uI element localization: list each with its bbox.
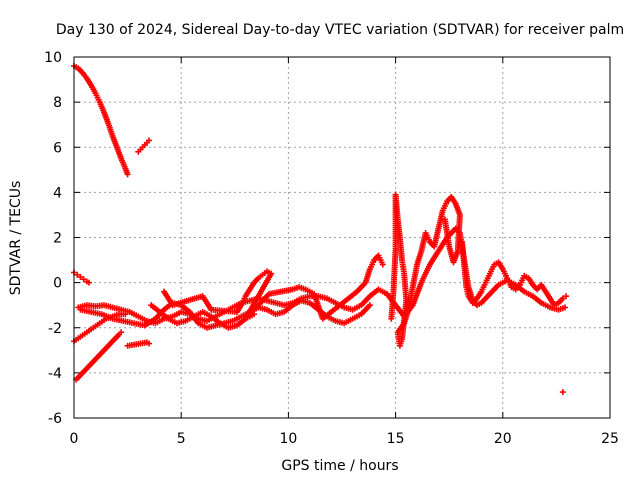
data-points: [71, 63, 570, 396]
x-tick-label: 5: [177, 431, 186, 447]
x-axis-title: GPS time / hours: [281, 458, 398, 474]
data-point: [118, 329, 125, 336]
y-tick-label: -2: [48, 321, 62, 337]
y-tick-label: -6: [48, 411, 62, 427]
data-point: [124, 171, 131, 178]
data-point: [561, 304, 568, 311]
y-tick-label: 8: [53, 95, 62, 111]
chart-title: Day 130 of 2024, Sidereal Day-to-day VTE…: [56, 22, 624, 38]
x-tick-label: 20: [494, 431, 512, 447]
y-tick-label: 4: [53, 185, 62, 201]
x-tick-labels: 0 5 10 15 20 25: [70, 431, 619, 447]
grid: [74, 57, 610, 418]
data-point: [146, 137, 153, 144]
x-tick-label: 0: [70, 431, 79, 447]
x-tick-label: 15: [387, 431, 405, 447]
y-tick-label: -4: [48, 366, 62, 382]
x-tick-label: 10: [279, 431, 297, 447]
y-axis-title: SDTVAR / TECUs: [8, 181, 24, 296]
data-point: [441, 216, 448, 223]
data-point: [146, 340, 153, 347]
data-point: [80, 276, 87, 283]
data-point: [74, 271, 81, 278]
y-tick-label: 0: [53, 276, 62, 292]
data-point: [379, 261, 386, 268]
y-tick-labels: -6 -4 -2 0 2 4 6 8 10: [44, 50, 62, 427]
x-tick-label: 25: [601, 431, 619, 447]
y-tick-label: 6: [53, 140, 62, 156]
y-tick-label: 10: [44, 50, 62, 66]
data-point: [366, 302, 373, 309]
data-point: [77, 273, 84, 280]
data-point: [559, 389, 566, 396]
data-point: [86, 279, 93, 286]
y-tick-label: 2: [53, 231, 62, 247]
